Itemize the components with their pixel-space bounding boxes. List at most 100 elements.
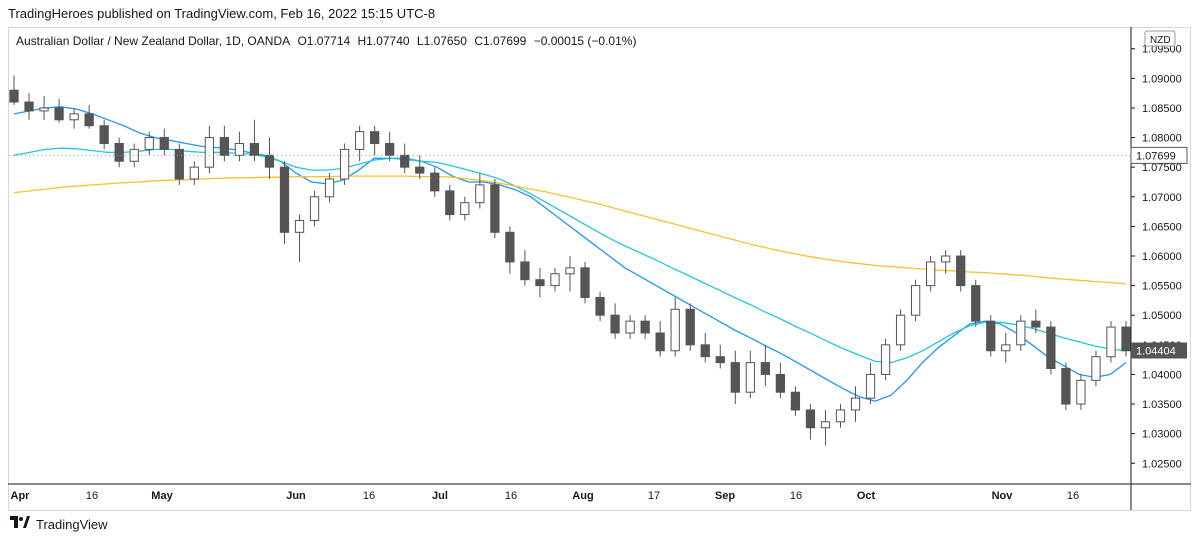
candle-body	[129, 148, 139, 162]
candle-body	[670, 308, 680, 352]
currency-badge[interactable]	[1144, 30, 1176, 47]
candle-body	[490, 184, 500, 233]
x-tick-label: Apr	[11, 490, 31, 502]
candle-body	[1001, 344, 1011, 352]
candle-body	[1016, 320, 1026, 346]
x-tick-label: 16	[505, 490, 517, 502]
symbol-label: Australian Dollar / New Zealand Dollar, …	[16, 34, 291, 48]
x-tick-label: Sep	[715, 490, 735, 502]
candle-body	[430, 172, 440, 192]
y-tick-label: 1.03000	[1142, 429, 1182, 441]
candle-body	[159, 137, 169, 150]
candle-body	[1076, 379, 1086, 405]
candle-body	[54, 107, 64, 121]
chart-frame[interactable]	[8, 27, 1191, 511]
candle-body	[805, 409, 816, 429]
candle-body	[535, 279, 545, 287]
y-tick-label: 1.04000	[1142, 369, 1182, 381]
candle-body	[1091, 356, 1101, 381]
change-value: −0.00015 (−0.01%)	[533, 34, 637, 48]
x-tick-label: Jul	[432, 490, 448, 502]
y-tick-label: 1.05000	[1142, 310, 1182, 322]
candle-body	[730, 362, 740, 393]
candle-body	[1121, 326, 1131, 352]
candle-body	[144, 137, 154, 150]
candle-body	[956, 255, 966, 287]
candle-body	[69, 113, 79, 121]
candle-body	[910, 285, 921, 316]
candle-body	[114, 142, 124, 162]
candle-body	[926, 261, 936, 287]
candle-body	[370, 131, 380, 144]
candle-body	[39, 107, 49, 112]
candle-body	[565, 267, 575, 275]
last-price-badge[interactable]	[1131, 342, 1187, 359]
candle-body	[339, 148, 350, 180]
candle-body	[625, 320, 635, 334]
candle-body	[835, 409, 846, 423]
candle-body	[520, 261, 530, 281]
close-value: C1.07699	[474, 34, 527, 48]
moving-average-line	[13, 106, 1127, 402]
candle-body	[354, 131, 365, 150]
candle-body	[700, 344, 710, 358]
candle-body	[324, 178, 335, 198]
candle-body	[460, 202, 470, 216]
candle-body	[550, 273, 560, 287]
candle-body	[1031, 320, 1041, 328]
published-line: TradingHeroes published on TradingView.c…	[8, 6, 436, 21]
candle-body	[385, 142, 395, 156]
candle-body	[715, 356, 725, 364]
y-tick-label: 1.06500	[1142, 221, 1182, 233]
y-tick-label: 1.02500	[1142, 458, 1182, 470]
candle-body	[415, 166, 425, 174]
candle-body	[445, 190, 455, 216]
candle-body	[279, 166, 290, 233]
x-tick-label: Aug	[572, 490, 593, 502]
moving-average-line	[13, 147, 1127, 364]
candle-body	[941, 255, 951, 263]
y-tick-label: 1.09500	[1142, 44, 1182, 56]
candle-body	[400, 154, 410, 168]
candle-body	[1106, 326, 1116, 358]
candle-body	[249, 142, 260, 156]
low-value: L1.07650	[416, 34, 467, 48]
y-tick-label: 1.03500	[1142, 399, 1182, 411]
candle-body	[790, 391, 801, 411]
candle-body	[986, 320, 996, 352]
x-tick-label: 16	[790, 490, 802, 502]
candle-body	[84, 113, 94, 127]
x-tick-label: 17	[648, 490, 660, 502]
candle-body	[99, 125, 109, 144]
x-tick-label: May	[151, 490, 173, 502]
currency-label: NZD	[1150, 35, 1171, 46]
candle-body	[895, 314, 906, 346]
x-tick-label: 16	[1067, 490, 1079, 502]
chart-legend: Australian Dollar / New Zealand Dollar, …	[16, 34, 640, 48]
candle-body	[219, 137, 230, 156]
high-value: H1.07740	[357, 34, 410, 48]
candle-body	[174, 148, 184, 180]
y-tick-label: 1.07000	[1142, 192, 1182, 204]
y-tick-label: 1.09000	[1142, 73, 1182, 85]
candle-body	[595, 296, 605, 316]
x-tick-label: Jun	[286, 490, 306, 502]
price-line-badge[interactable]	[1130, 146, 1188, 164]
tradingview-logo-icon[interactable]	[10, 516, 30, 532]
candle-body	[685, 308, 695, 346]
candle-body	[850, 397, 861, 411]
y-tick-label: 1.07500	[1142, 162, 1182, 174]
candle-body	[1046, 326, 1056, 370]
candle-body	[204, 137, 214, 168]
candle-body	[745, 362, 755, 393]
y-tick-label: 1.08000	[1142, 133, 1182, 145]
candle-body	[505, 231, 515, 263]
x-tick-label: Nov	[992, 490, 1014, 502]
candle-body	[9, 89, 19, 103]
candle-body	[655, 332, 665, 352]
candle-body	[309, 196, 320, 221]
candle-body	[1061, 368, 1071, 405]
last-price-label: 1.04404	[1136, 346, 1176, 358]
price-line-label: 1.07699	[1136, 150, 1176, 162]
